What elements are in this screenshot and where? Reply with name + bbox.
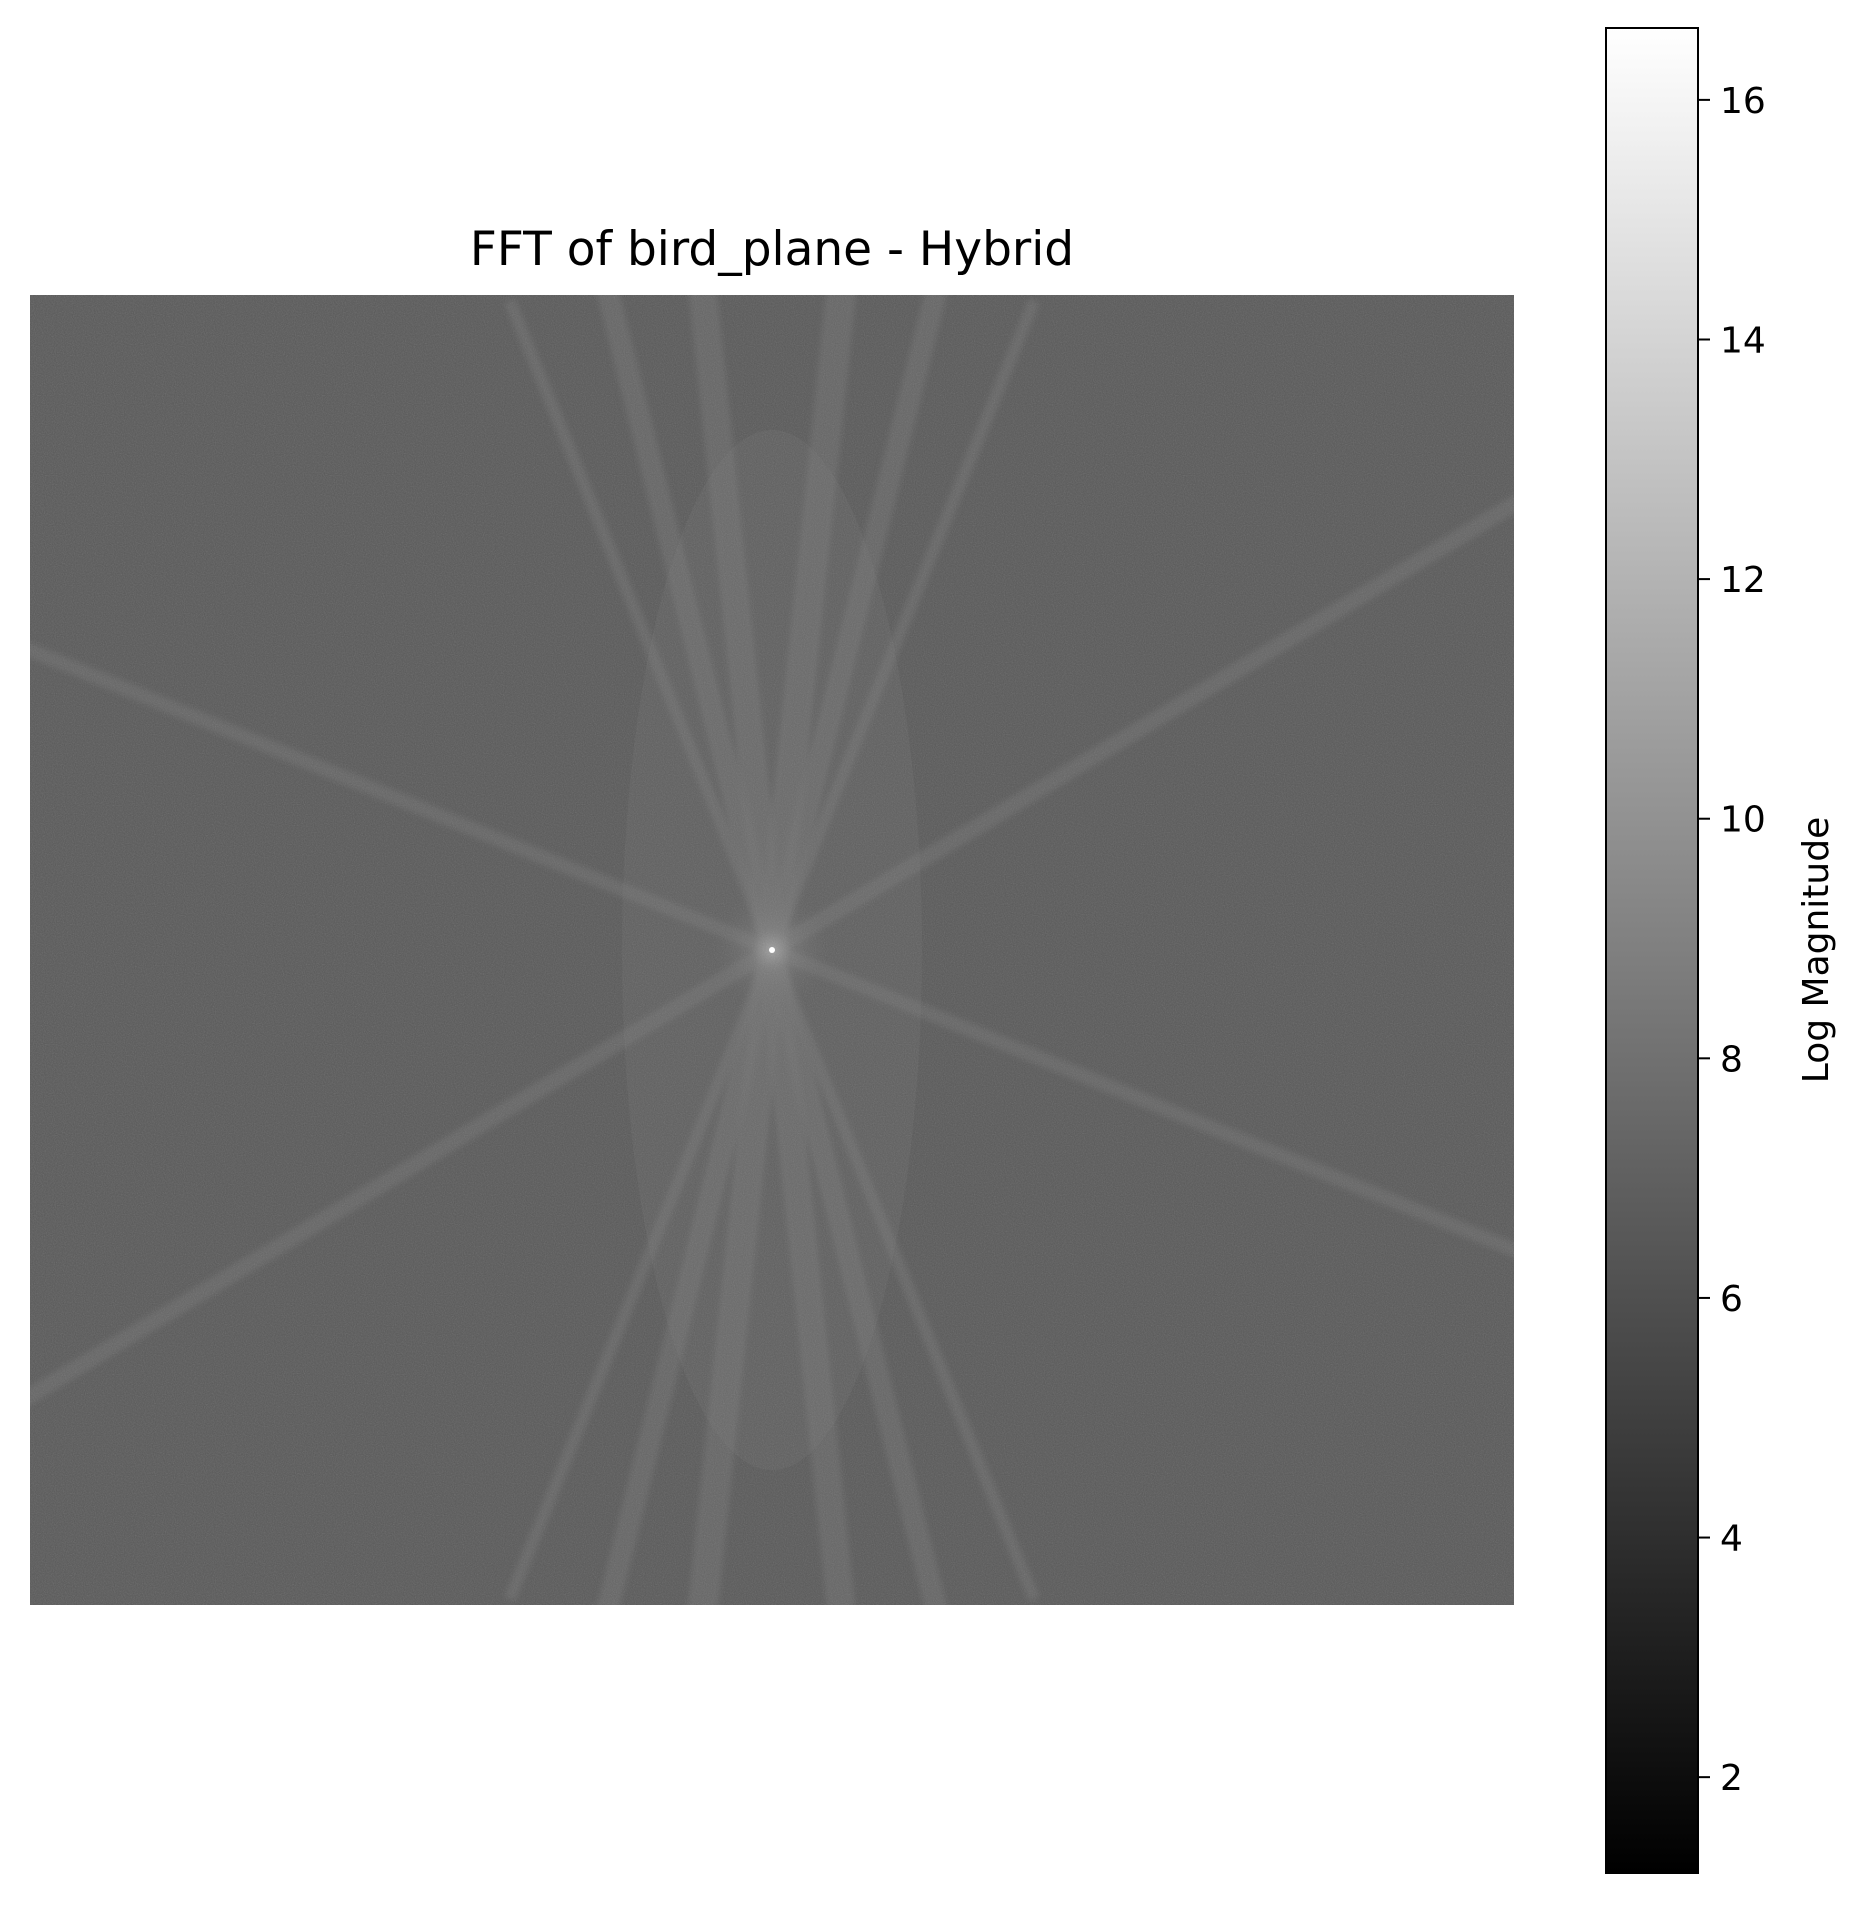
colorbar-tick-label: 6 xyxy=(1720,1279,1743,1320)
colorbar-tick-label: 12 xyxy=(1720,560,1766,601)
chart-title: FFT of bird_plane - Hybrid xyxy=(469,222,1075,277)
colorbar-tick-label: 14 xyxy=(1720,320,1766,361)
colorbar-tick-label: 16 xyxy=(1720,81,1766,122)
colorbar-tick-label: 8 xyxy=(1720,1039,1743,1080)
colorbar-tick-label: 10 xyxy=(1720,800,1766,841)
colorbar: 2 4 6 8 10 12 14 16 Log Magnitude xyxy=(1605,27,1837,1874)
fft-magnitude-image xyxy=(30,295,1514,1605)
colorbar-tick-label: 4 xyxy=(1720,1519,1743,1560)
colorbar-label: Log Magnitude xyxy=(1796,817,1837,1083)
colorbar-tick-label: 2 xyxy=(1720,1758,1743,1799)
center-peak xyxy=(769,947,775,953)
